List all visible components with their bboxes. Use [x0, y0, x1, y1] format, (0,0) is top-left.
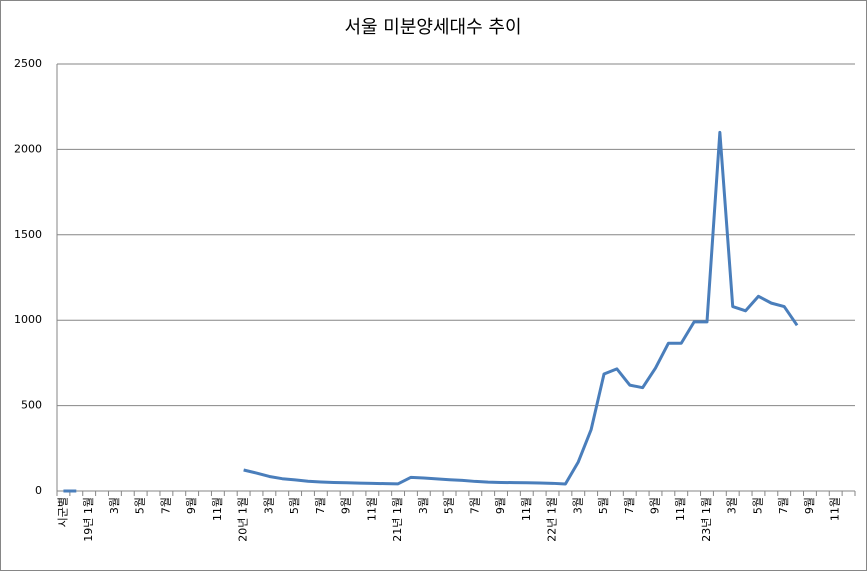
x-tick-label: 20년 1월: [237, 497, 250, 542]
y-tick-label: 2000: [14, 142, 42, 155]
line-series: [243, 130, 799, 486]
x-tick-label: 5월: [597, 497, 610, 514]
x-tick-label: 22년 1월: [546, 497, 559, 542]
x-tick-label: 21년 1월: [391, 497, 404, 542]
x-tick-label: 3월: [108, 497, 121, 514]
x-tick-label: 11월: [520, 497, 533, 521]
x-tick-label: 3월: [726, 497, 739, 514]
x-tick-label: 시군별: [56, 497, 69, 527]
y-tick-label: 1000: [14, 313, 42, 326]
x-tick-label: 9월: [803, 497, 816, 514]
x-tick-label: 23년 1월: [700, 497, 713, 542]
x-tick-label: 9월: [494, 497, 507, 514]
x-tick-label: 11월: [829, 497, 842, 521]
x-tick-label: 7월: [623, 497, 636, 514]
x-tick-label: 7월: [314, 497, 327, 514]
x-tick-label: 5월: [443, 497, 456, 514]
x-tick-label: 7월: [468, 497, 481, 514]
x-tick-label: 5월: [134, 497, 147, 514]
x-tick-label: 19년 1월: [82, 497, 95, 542]
x-tick-label: 3월: [417, 497, 430, 514]
y-tick-label: 500: [21, 399, 42, 412]
y-tick-label: 0: [35, 484, 42, 497]
x-tick-label: 11월: [674, 497, 687, 521]
x-tick-label: 3월: [262, 497, 275, 514]
x-tick-label: 7월: [777, 497, 790, 514]
x-tick-label: 9월: [649, 497, 662, 514]
x-tick-label: 7월: [159, 497, 172, 514]
x-tick-label: 3월: [571, 497, 584, 514]
x-tick-label: 5월: [288, 497, 301, 514]
y-tick-label: 2500: [14, 57, 42, 70]
x-tick-label: 11월: [365, 497, 378, 521]
x-tick-label: 9월: [185, 497, 198, 514]
x-tick-label: 11월: [211, 497, 224, 521]
x-tick-label: 5월: [751, 497, 764, 514]
y-tick-label: 1500: [14, 228, 42, 241]
chart-title: 서울 미분양세대수 추이: [344, 17, 521, 38]
x-tick-label: 9월: [340, 497, 353, 514]
